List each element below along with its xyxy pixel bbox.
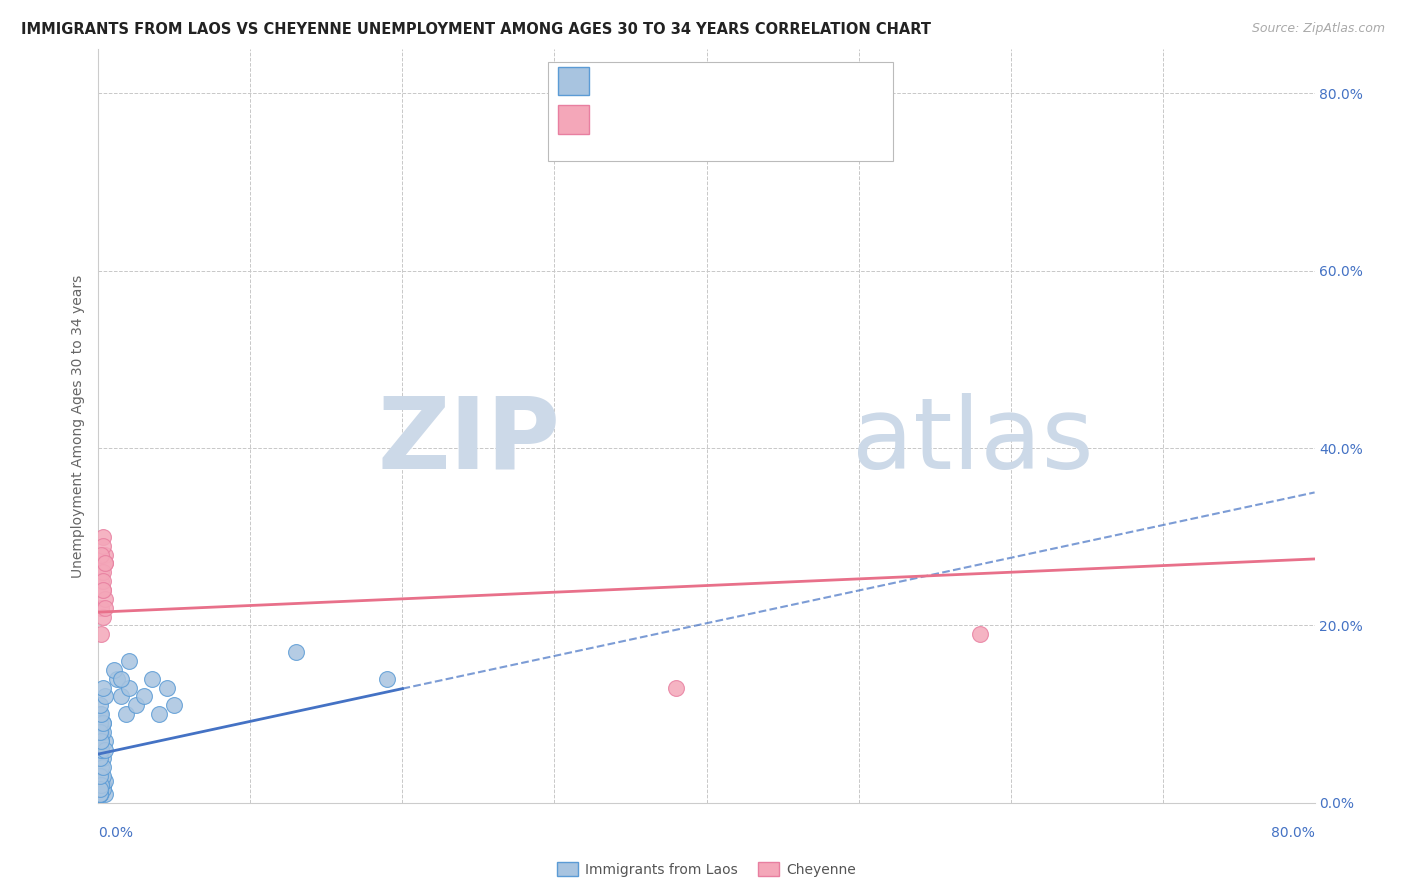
Point xyxy=(90,733,112,747)
Point xyxy=(90,787,112,801)
Point xyxy=(93,787,115,801)
Point xyxy=(90,548,112,562)
Point xyxy=(91,530,114,544)
Point xyxy=(93,557,115,571)
Point xyxy=(89,724,111,739)
Point xyxy=(103,663,125,677)
Point xyxy=(89,787,111,801)
Point xyxy=(90,574,112,588)
Point xyxy=(375,672,398,686)
Point xyxy=(90,778,112,792)
Point xyxy=(91,724,114,739)
Point xyxy=(91,716,114,731)
Point xyxy=(93,600,115,615)
Point xyxy=(93,742,115,756)
Point xyxy=(89,716,111,731)
Point xyxy=(91,769,114,783)
Point xyxy=(90,600,112,615)
Point xyxy=(90,707,112,722)
Point xyxy=(91,582,114,597)
Point xyxy=(89,787,111,801)
Point xyxy=(93,548,115,562)
Point xyxy=(91,716,114,731)
Y-axis label: Unemployment Among Ages 30 to 34 years: Unemployment Among Ages 30 to 34 years xyxy=(70,275,84,577)
Point xyxy=(90,778,112,792)
Point xyxy=(91,760,114,774)
Point xyxy=(114,707,136,722)
Point xyxy=(89,782,111,797)
Point xyxy=(89,782,111,797)
Point xyxy=(91,778,114,792)
Text: R = 0.104   N = 55: R = 0.104 N = 55 xyxy=(598,72,755,90)
Point xyxy=(91,609,114,624)
Point xyxy=(285,645,308,659)
Text: IMMIGRANTS FROM LAOS VS CHEYENNE UNEMPLOYMENT AMONG AGES 30 TO 34 YEARS CORRELAT: IMMIGRANTS FROM LAOS VS CHEYENNE UNEMPLO… xyxy=(21,22,931,37)
Point xyxy=(89,707,111,722)
Point xyxy=(91,782,114,797)
Text: ZIP: ZIP xyxy=(378,392,561,490)
Text: 0.0%: 0.0% xyxy=(98,826,134,839)
Point xyxy=(105,672,128,686)
Point xyxy=(91,574,114,588)
Point xyxy=(110,672,132,686)
Point xyxy=(93,690,115,704)
Point xyxy=(141,672,163,686)
Point xyxy=(969,627,991,641)
Point xyxy=(118,681,141,695)
Point xyxy=(91,582,114,597)
Point xyxy=(132,690,155,704)
Point xyxy=(89,787,111,801)
Point xyxy=(90,742,112,756)
Legend: Immigrants from Laos, Cheyenne: Immigrants from Laos, Cheyenne xyxy=(551,856,862,882)
Point xyxy=(89,751,111,765)
Point xyxy=(90,724,112,739)
Point xyxy=(90,773,112,788)
Point xyxy=(89,787,111,801)
Point xyxy=(93,773,115,788)
Point xyxy=(110,690,132,704)
Point xyxy=(91,681,114,695)
Point xyxy=(90,782,112,797)
Text: atlas: atlas xyxy=(852,392,1094,490)
Point xyxy=(665,681,688,695)
Point xyxy=(148,707,170,722)
Text: Source: ZipAtlas.com: Source: ZipAtlas.com xyxy=(1251,22,1385,36)
Point xyxy=(91,778,114,792)
Point xyxy=(93,733,115,747)
Point xyxy=(93,591,115,606)
Text: 80.0%: 80.0% xyxy=(1271,826,1315,839)
Point xyxy=(90,733,112,747)
Point xyxy=(91,539,114,553)
Point xyxy=(118,654,141,668)
Point xyxy=(90,566,112,580)
Point xyxy=(90,760,112,774)
Point xyxy=(90,742,112,756)
Point xyxy=(156,681,179,695)
Point xyxy=(89,769,111,783)
Point xyxy=(91,751,114,765)
Point xyxy=(89,698,111,713)
Text: R = 0.182   N = 19: R = 0.182 N = 19 xyxy=(598,111,755,128)
Point xyxy=(90,627,112,641)
Point xyxy=(91,566,114,580)
Point xyxy=(125,698,148,713)
Point xyxy=(93,557,115,571)
Point xyxy=(163,698,186,713)
Point xyxy=(90,778,112,792)
